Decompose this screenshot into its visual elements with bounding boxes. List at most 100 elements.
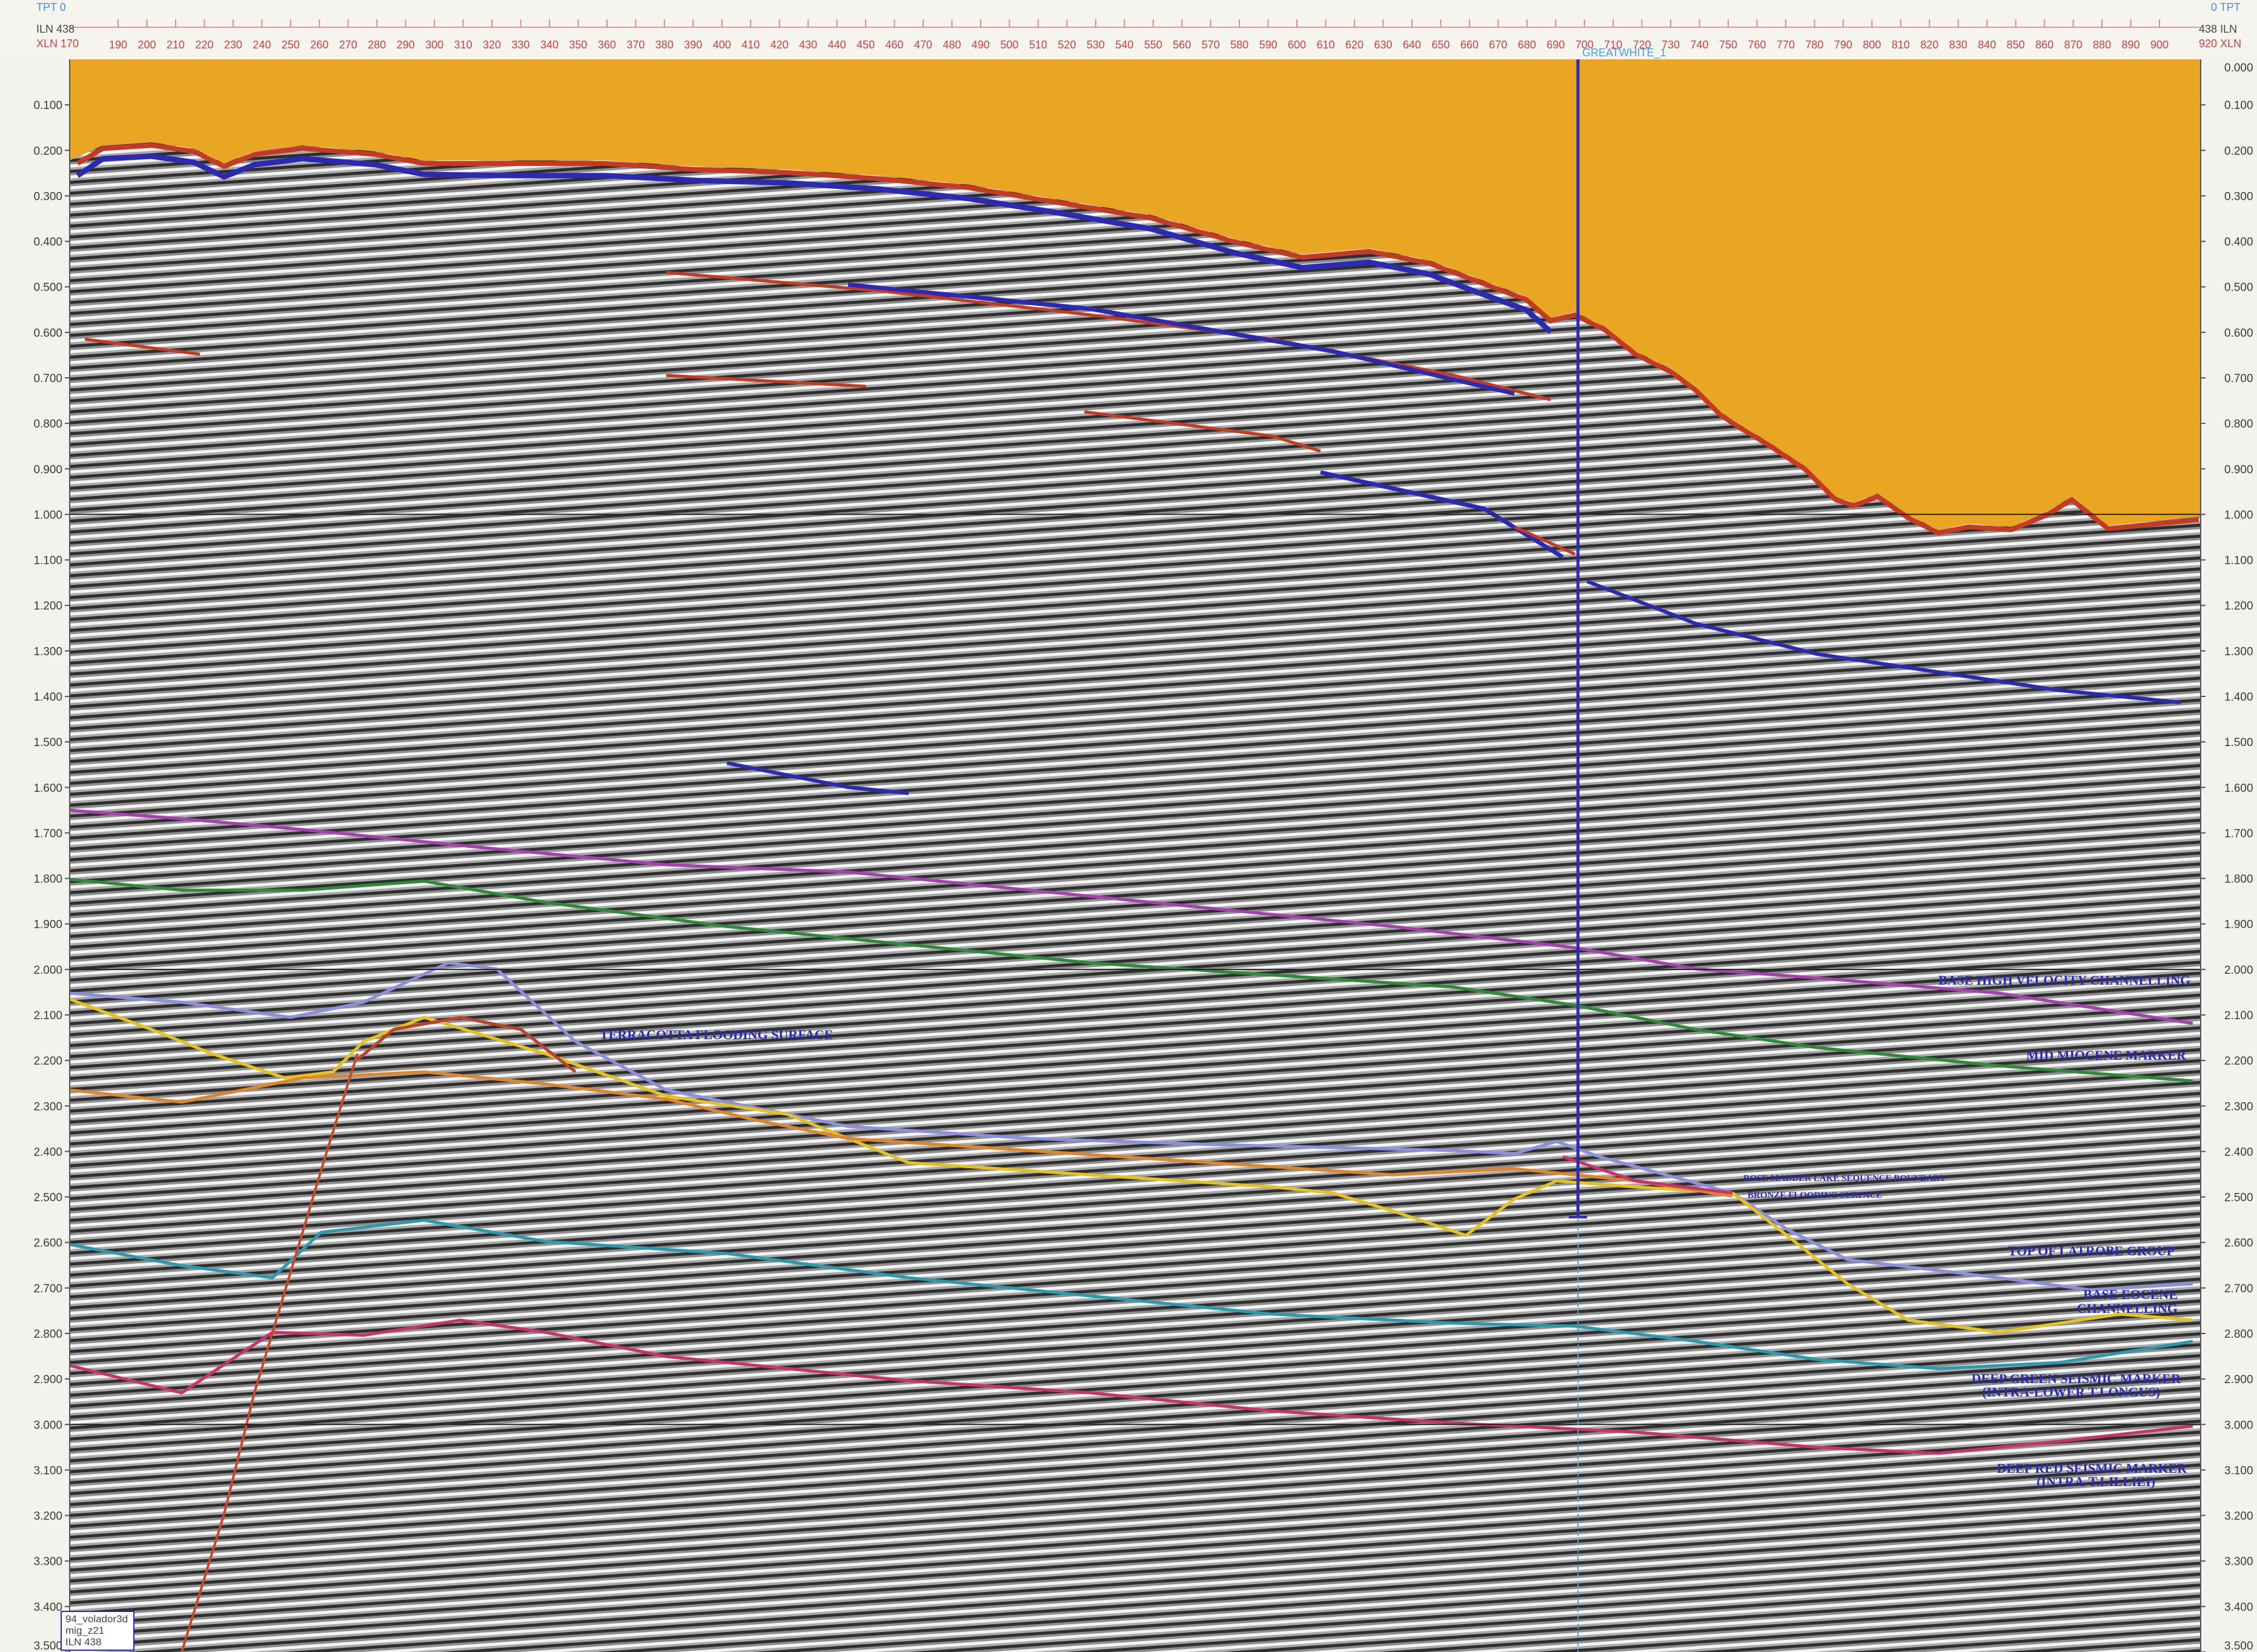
time-tick-label-right: 0.600 (2224, 327, 2253, 340)
header-left-info: TPT 0 ILN 438 XLN 170 (36, 1, 79, 50)
xline-tick-label: 480 (943, 39, 961, 51)
time-tick-label-right: 0.800 (2224, 418, 2253, 431)
inline-number: ILN 438 (65, 1636, 102, 1648)
reflector-i (726, 761, 909, 795)
xline-tick-label: 670 (1489, 39, 1507, 51)
xline-tick-label: 650 (1431, 39, 1450, 51)
time-tick-label-left: 1.700 (33, 827, 62, 840)
xline-tick-label: 290 (397, 39, 415, 51)
label-top-latrobe: TOP OF LATROBE GROUP (2008, 1243, 2175, 1258)
label-terracotta: TERRACOTTA FLOODING SURFACE (600, 1027, 833, 1042)
reflector-c (666, 374, 867, 388)
xline-tick-label: 730 (1662, 39, 1680, 51)
xline-tick-label: 640 (1403, 39, 1421, 51)
time-tick-label-right: 0.900 (2224, 463, 2253, 476)
xline-tick-label: 440 (828, 39, 846, 51)
xline-tick-label: 720 (1633, 39, 1651, 51)
svg-text:920 XLN: 920 XLN (2199, 38, 2241, 50)
xline-tick-label: 230 (224, 39, 242, 51)
section-info-box: 94_volador3d mig_z21 ILN 438 (61, 1611, 134, 1651)
xln-value-left: 170 (61, 38, 79, 50)
reflector-h (84, 337, 201, 356)
xline-tick-label: 410 (741, 39, 760, 51)
xline-tick-label: 220 (195, 39, 213, 51)
xline-tick-label: 420 (771, 39, 789, 51)
svg-text:ILN 438: ILN 438 (36, 23, 75, 35)
xline-tick-label: 870 (2064, 39, 2083, 51)
xline-tick-label: 520 (1058, 39, 1076, 51)
time-tick-label-right: 3.000 (2224, 1419, 2253, 1432)
svg-text:438 ILN: 438 ILN (2199, 23, 2237, 35)
time-tick-label-left: 2.800 (33, 1328, 62, 1341)
time-tick-label-right: 3.100 (2224, 1464, 2253, 1477)
time-tick-label-left: 1.600 (33, 782, 62, 795)
horizon-deep-red (70, 1318, 2193, 1455)
time-tick-label-right: 1.900 (2224, 919, 2253, 931)
xline-tick-label: 690 (1546, 39, 1565, 51)
time-tick-label-left: 0.500 (33, 282, 62, 294)
horizon-yellow (70, 997, 2193, 1334)
xline-tick-label: 530 (1087, 39, 1105, 51)
xline-tick-label: 740 (1691, 39, 1709, 51)
header-band (0, 0, 2257, 58)
time-tick-label-left: 3.200 (33, 1510, 62, 1523)
time-tick-label-right: 1.400 (2224, 691, 2253, 704)
xline-tick-label: 500 (1000, 39, 1018, 51)
time-tick-label-right: 2.800 (2224, 1328, 2253, 1341)
horizon-brown (356, 1016, 577, 1073)
time-tick-label-right: 1.700 (2224, 827, 2253, 840)
time-tick-label-left: 1.200 (33, 600, 62, 613)
xln-label-right: XLN (2220, 38, 2241, 50)
time-tick-label-left: 3.300 (33, 1556, 62, 1568)
xline-tick-label: 780 (1805, 39, 1823, 51)
xline-tick-label: 310 (454, 39, 472, 51)
xline-tick-label: 830 (1949, 39, 1967, 51)
xline-tick-label: 620 (1345, 39, 1364, 51)
time-tick-label-left: 0.600 (33, 327, 62, 340)
time-tick-label-left: 2.100 (33, 1009, 62, 1022)
xline-tick-label: 570 (1202, 39, 1220, 51)
time-axis-right-top: 0.000 (2224, 62, 2253, 74)
reflector-d (1084, 410, 1321, 453)
tpt-label-left: TPT (36, 1, 57, 13)
xline-tick-label: 390 (684, 39, 702, 51)
time-gridlines (70, 514, 2201, 1426)
xline-tick-label: 450 (857, 39, 875, 51)
xline-tick-label: 400 (713, 39, 731, 51)
xline-tick-label: 760 (1748, 39, 1766, 51)
time-axis-right: 0.100 0.200 0.300 0.400 0.500 0.600 0.700 0.800… (2201, 99, 2253, 1652)
time-tick-label-left: 0.100 (33, 99, 62, 112)
xline-tick-label: 790 (1834, 39, 1852, 51)
xline-tick-label: 340 (540, 39, 558, 51)
horizon-mid-miocene (70, 877, 2193, 1083)
time-axis-left: 0.100 0.200 0.300 0.400 0.500 0.600 0.700 0.800… (33, 99, 70, 1652)
label-bronze: BRONZE FLOODING SURFACE (1748, 1191, 1882, 1200)
header-right-info: 0 TPT 438 ILN 920 XLN (2199, 1, 2241, 50)
xline-tick-label: 750 (1719, 39, 1737, 51)
time-tick-label-left: 1.900 (33, 919, 62, 931)
xline-tick-label: 380 (655, 39, 674, 51)
time-tick-label-right: 0.300 (2224, 190, 2253, 203)
xline-tick-label: 210 (167, 39, 185, 51)
time-tick-label-left: 3.400 (33, 1601, 62, 1614)
xline-tick-label: 320 (483, 39, 501, 51)
xline-tick-label: 550 (1144, 39, 1162, 51)
xline-tick-label: 700 (1576, 39, 1594, 51)
time-tick-label-right: 1.800 (2224, 873, 2253, 886)
xline-tick-label: 660 (1460, 39, 1479, 51)
xline-tick-label: 190 (109, 39, 127, 51)
xline-tick-label: 770 (1777, 39, 1795, 51)
time-tick-label-left: 2.400 (33, 1146, 62, 1158)
xline-tick-label: 890 (2122, 39, 2140, 51)
time-tick-label-left: 0.200 (33, 145, 62, 157)
time-tick-label-left: 2.700 (33, 1283, 62, 1295)
time-tick-label-right: 0.100 (2224, 99, 2253, 112)
xline-tick-label: 490 (972, 39, 990, 51)
time-tick-label-left: 2.900 (33, 1373, 62, 1386)
svg-text:TPT 0: TPT 0 (36, 1, 66, 13)
time-tick-label-left: 1.400 (33, 691, 62, 704)
xline-tick-label: 820 (1920, 39, 1938, 51)
xline-tick-group: 190 200 210 220 230 240 250 260 270 280 290 300 310 3… (109, 19, 2169, 51)
iln-value-left: 438 (56, 23, 75, 35)
